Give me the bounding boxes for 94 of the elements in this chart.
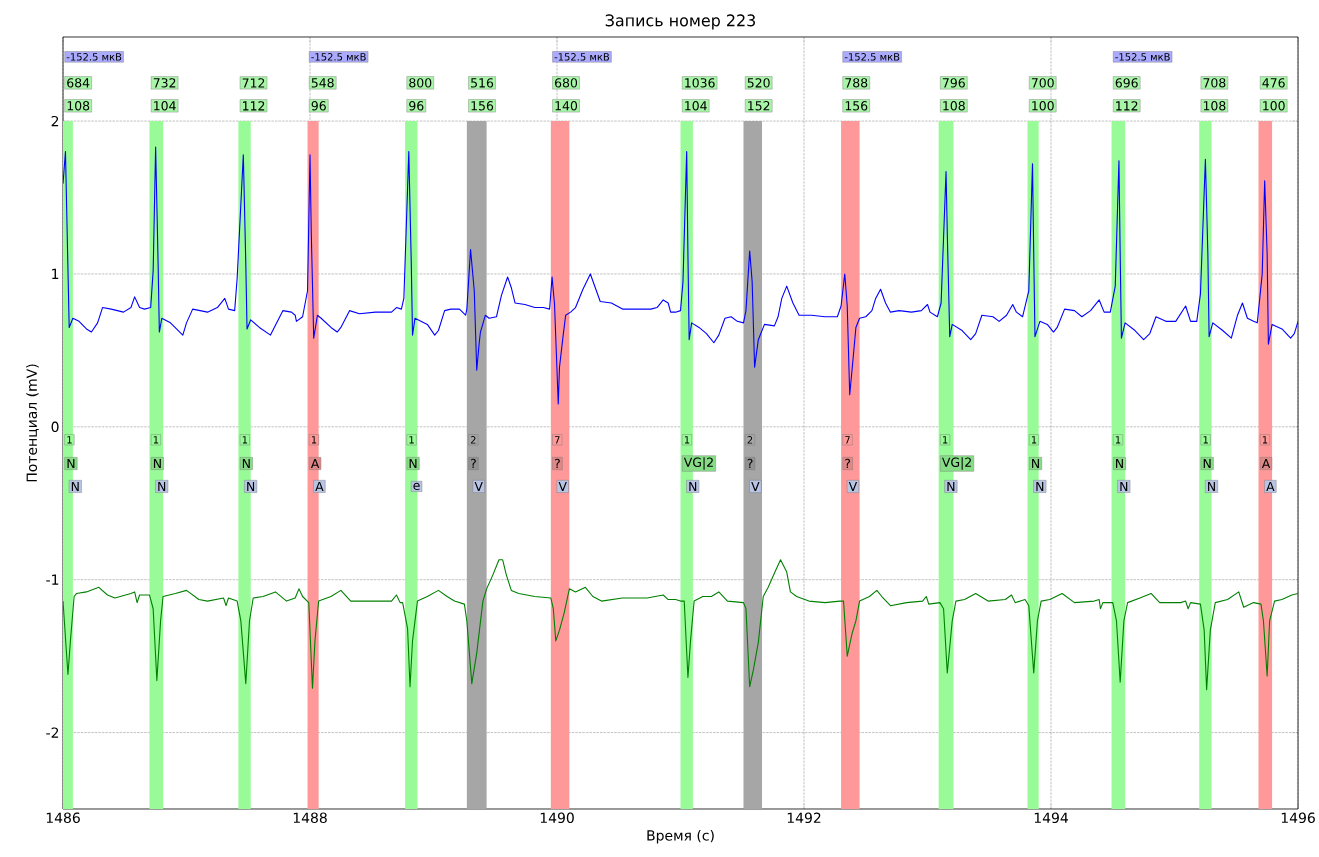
annotation: N [1120,481,1128,491]
chart-title: Запись номер 223 [605,14,756,30]
annotation: 104 [154,101,176,111]
annotation: 516 [471,78,494,88]
x-tick-label: 1488 [293,812,327,824]
annotation: 800 [409,78,432,88]
annotation: N [247,481,255,491]
annotation: 2 [747,436,753,444]
annotation: 788 [845,78,868,88]
annotation: N [67,458,75,469]
annotation: N [153,458,161,469]
annotation: 1 [1031,436,1037,444]
annotation: 108 [1203,101,1226,111]
annotation: 100 [1263,101,1285,111]
annotation: 108 [943,101,965,111]
x-tick-label: 1494 [1034,812,1068,824]
annotation: V [474,481,483,491]
annotation: 1 [1115,436,1121,444]
annotation: ? [845,458,851,469]
y-tick-label: 0 [51,421,59,433]
annotation: 156 [471,101,494,111]
annotation: 1 [1203,436,1208,444]
x-axis-title: Время (с) [647,829,714,844]
annotation: 108 [67,101,90,111]
annotation: 112 [1116,101,1138,111]
annotation: 712 [242,78,265,88]
annotation: V [751,481,760,491]
annotation: -152.5 мкВ [844,53,900,61]
annotation: ? [747,458,753,469]
annotation: -152.5 мкВ [311,53,366,61]
annotation: N [242,458,250,469]
annotation: A [1266,481,1275,491]
annotation: 96 [311,101,326,111]
annotation: 1 [943,436,948,444]
annotation: 100 [1032,101,1054,111]
annotation: -152.5 мкВ [1115,53,1170,61]
annotation: 1 [67,436,72,444]
annotation: N [71,481,79,491]
x-tick-label: 1490 [540,812,574,824]
annotation: ? [471,458,476,469]
annotation: 796 [942,78,965,88]
annotation: N [1208,481,1215,491]
x-tick-label: 1492 [787,812,821,824]
annotation: 680 [554,78,578,88]
annotation: N [1116,458,1123,469]
annotation: 1 [684,436,690,444]
annotation: 684 [67,78,90,88]
annotation: 708 [1203,78,1226,88]
annotation: 1 [242,436,248,444]
annotation: 732 [153,78,176,88]
annotation: 152 [748,101,770,111]
annotation: A [310,458,320,469]
annotation: N [689,481,697,491]
annotation: 1 [1262,436,1268,444]
annotation: 156 [845,101,868,111]
annotation: N [947,481,955,491]
x-tick-label: 1486 [46,812,80,824]
annotation: N [1203,458,1211,469]
annotation: VG|2 [942,457,971,470]
annotation: 104 [685,101,707,111]
annotation: ? [555,458,560,469]
annotation: 112 [243,101,265,111]
annotation: 1 [311,436,317,444]
annotation: A [1261,458,1271,469]
annotation: 7 [845,436,850,444]
annotation: 1036 [685,78,715,88]
annotation: -152.5 мкВ [66,53,122,61]
y-tick-label: -1 [46,574,59,585]
annotation: e [413,482,420,491]
annotation: -152.5 мкВ [554,53,610,61]
annotation: 696 [1115,78,1138,88]
y-tick-label: 2 [51,115,59,127]
annotation: V [848,481,858,491]
annotation: 476 [1262,78,1285,88]
annotation: V [558,481,567,491]
annotation: 1 [153,436,159,444]
annotation: N [158,481,166,491]
annotation: 140 [555,101,578,111]
annotation: 548 [311,78,334,88]
annotation: 700 [1031,78,1054,88]
y-tick-label: 1 [52,268,59,280]
annotation: 7 [554,436,560,444]
annotation: N [409,458,417,469]
annotation: 1 [409,436,414,444]
annotation: N [1036,481,1044,491]
annotation: N [1032,458,1039,469]
annotation: 520 [747,78,770,88]
annotation: 2 [470,436,476,444]
annotation: VG|2 [683,457,713,470]
x-tick-label: 1496 [1281,812,1315,824]
annotation: 96 [409,101,424,111]
y-axis-title: Потенциал (mV) [26,364,39,482]
y-tick-label: -2 [46,727,59,738]
annotation: A [315,481,324,491]
